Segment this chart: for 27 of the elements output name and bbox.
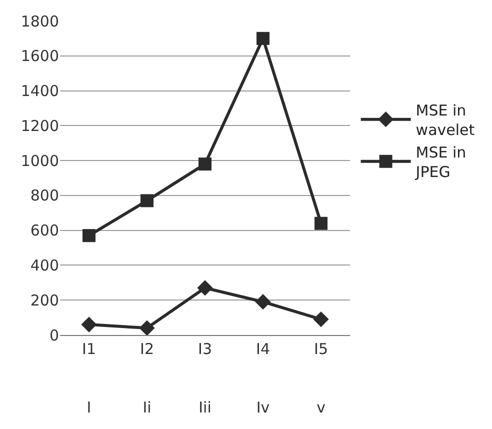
y-tick-label: 1600	[20, 47, 59, 66]
y-tick-label: 400	[30, 256, 59, 274]
point	[255, 294, 271, 310]
category-label: I2 Ii	[140, 340, 154, 416]
y-tick-label: 1200	[20, 116, 59, 135]
y-tick-label: 0	[49, 326, 59, 344]
y-tick-label: 1000	[20, 152, 59, 170]
category-label: I4 Iv	[256, 340, 270, 416]
point	[198, 158, 212, 171]
point	[140, 194, 154, 208]
point	[313, 312, 329, 328]
point	[82, 229, 96, 242]
y-tick-label: 1800	[20, 12, 59, 30]
point	[197, 280, 213, 296]
legend-label: MSE in wavelet	[416, 101, 475, 139]
point	[81, 316, 97, 332]
y-tick-label: 600	[30, 222, 59, 240]
y-tick-label: 800	[30, 186, 59, 205]
y-tick-label: 1400	[20, 82, 59, 100]
point	[256, 32, 270, 45]
category-label: I5 v	[314, 340, 328, 416]
y-tick-label: 200	[30, 291, 59, 310]
legend-label: MSE in JPEG	[414, 143, 466, 181]
category-label: I1 I	[82, 340, 96, 416]
point	[139, 320, 155, 335]
category-label: I3 Iii	[198, 340, 212, 416]
point	[314, 216, 328, 230]
